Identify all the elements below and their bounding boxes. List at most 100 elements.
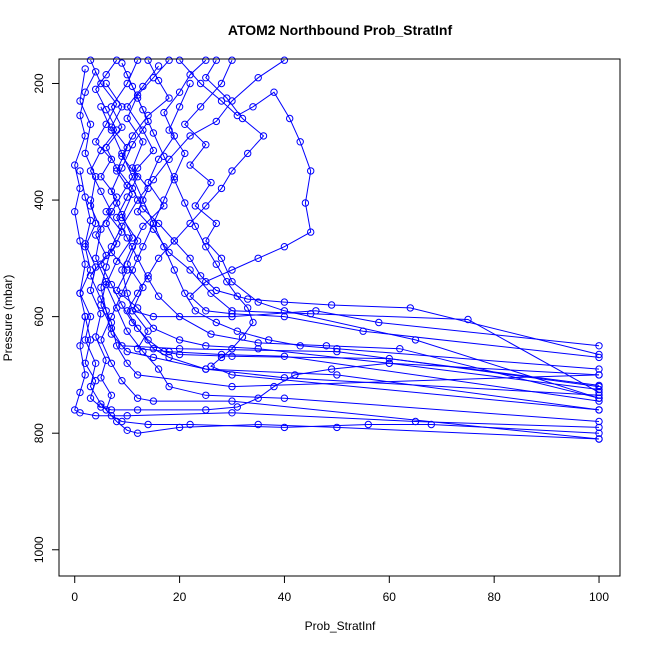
- data-point: [133, 56, 142, 64]
- data-point: [175, 336, 184, 344]
- data-point: [280, 298, 289, 306]
- data-point: [113, 199, 121, 207]
- data-point: [76, 388, 84, 397]
- data-point: [333, 423, 341, 432]
- data-point: [170, 132, 179, 140]
- data-point: [175, 312, 184, 321]
- data-point: [102, 143, 110, 152]
- data-point: [170, 237, 179, 245]
- data-point: [291, 371, 299, 379]
- data-point: [133, 394, 142, 402]
- data-point: [375, 318, 383, 327]
- chart-title: ATOM2 Northbound Prob_StratInf: [228, 22, 453, 38]
- data-point: [191, 222, 200, 231]
- data-point: [97, 301, 105, 309]
- data-point: [86, 394, 95, 402]
- data-point: [92, 138, 100, 146]
- data-point: [170, 176, 179, 184]
- data-point: [223, 94, 231, 102]
- data-point: [144, 184, 152, 193]
- data-point: [107, 312, 116, 321]
- data-point: [97, 103, 105, 111]
- data-point: [333, 371, 341, 379]
- series-line: [121, 59, 600, 347]
- data-point: [92, 68, 100, 76]
- data-point: [123, 103, 131, 111]
- data-point: [202, 56, 210, 64]
- y-tick-label: 800: [32, 423, 46, 443]
- series-10: [175, 56, 603, 362]
- data-point: [81, 336, 89, 344]
- data-point: [107, 103, 116, 111]
- x-axis-label: Prob_StratInf: [305, 619, 376, 633]
- data-point: [86, 167, 95, 175]
- data-point: [165, 94, 173, 102]
- data-point: [128, 190, 137, 198]
- data-point: [175, 350, 184, 359]
- data-point: [76, 409, 84, 417]
- data-point: [270, 88, 278, 96]
- data-point: [212, 260, 221, 268]
- data-point: [233, 403, 242, 411]
- data-point: [123, 260, 131, 268]
- data-point: [160, 202, 168, 210]
- series-line: [74, 71, 600, 428]
- data-point: [175, 88, 184, 96]
- data-point: [296, 342, 304, 350]
- data-point: [280, 56, 289, 64]
- series-line: [100, 83, 600, 440]
- data-point: [464, 315, 472, 324]
- data-point: [97, 79, 105, 88]
- data-point: [102, 251, 110, 260]
- data-point: [81, 359, 89, 367]
- data-point: [595, 429, 603, 437]
- data-point: [144, 272, 152, 280]
- data-point: [97, 225, 105, 233]
- data-point: [595, 342, 603, 350]
- data-point: [71, 161, 79, 169]
- data-point: [307, 228, 315, 236]
- data-point: [81, 243, 89, 251]
- series-20: [118, 59, 603, 414]
- data-point: [149, 219, 158, 228]
- data-point: [228, 345, 236, 353]
- plot-frame: [58, 58, 621, 577]
- data-point: [81, 65, 89, 73]
- data-point: [181, 289, 189, 297]
- data-point: [175, 103, 184, 111]
- data-point: [196, 79, 205, 88]
- data-point: [133, 406, 142, 414]
- series-8: [86, 56, 603, 391]
- data-point: [175, 56, 184, 64]
- data-point: [144, 327, 152, 335]
- data-point: [154, 76, 163, 85]
- data-point: [123, 347, 131, 356]
- data-point: [86, 312, 95, 321]
- data-point: [307, 167, 315, 175]
- data-point: [217, 184, 226, 193]
- data-point: [165, 353, 173, 362]
- data-point: [107, 324, 116, 332]
- data-point: [102, 208, 110, 216]
- series-line: [89, 59, 600, 388]
- data-point: [76, 342, 84, 350]
- data-point: [123, 114, 131, 123]
- data-point: [128, 173, 137, 181]
- data-point: [133, 164, 142, 172]
- data-point: [128, 82, 137, 91]
- series-line: [105, 74, 600, 422]
- data-point: [427, 420, 435, 429]
- data-point: [139, 347, 147, 356]
- data-point: [207, 330, 215, 338]
- data-point: [92, 412, 100, 420]
- data-point: [139, 106, 147, 114]
- data-point: [217, 254, 226, 262]
- data-point: [123, 181, 131, 190]
- data-point: [165, 382, 173, 391]
- data-point: [133, 324, 142, 332]
- data-point: [133, 94, 142, 102]
- series-14: [102, 71, 603, 426]
- data-point: [118, 289, 126, 297]
- data-point: [202, 391, 210, 399]
- data-point: [202, 202, 210, 210]
